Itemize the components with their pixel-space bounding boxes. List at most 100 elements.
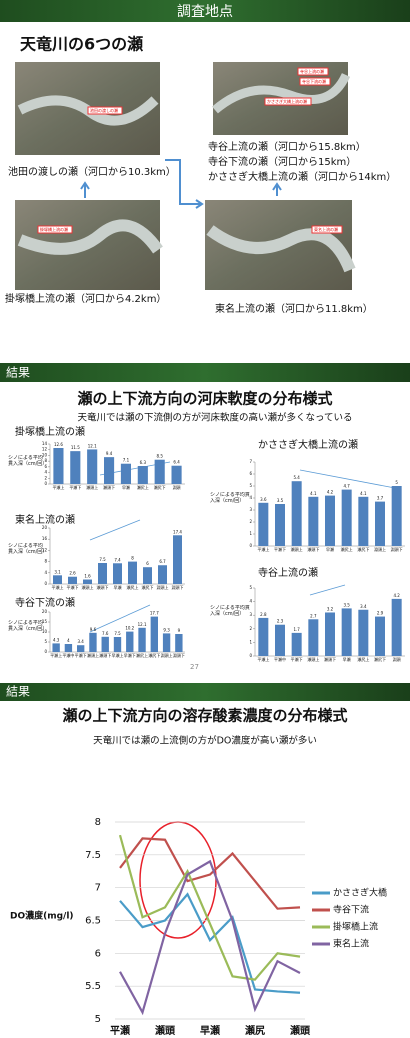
bar [341, 489, 352, 546]
y-tick-label: 16 [42, 536, 48, 541]
bar [158, 565, 167, 584]
bar [68, 576, 77, 584]
data-label: 9.4 [106, 451, 113, 456]
x-tick-label: 平瀬上 [50, 652, 62, 658]
bar [98, 563, 107, 584]
data-label: 7.5 [99, 557, 106, 562]
data-label: 3.2 [327, 606, 334, 611]
x-tick-label: 瀬頭上 [307, 656, 319, 662]
caption: 池田の渡しの瀬（河口から10.3km） [8, 165, 176, 178]
x-tick-label: 早瀬上 [112, 652, 124, 658]
bar [341, 608, 352, 656]
y-tick-label: 12 [42, 447, 48, 452]
line [119, 859, 301, 1016]
bar [52, 643, 60, 652]
y-tick-label: 4 [249, 599, 252, 604]
x-tick-label: 平瀬上 [257, 656, 269, 662]
y-axis-label: シノによる平均貫入深（cm/回） [8, 455, 46, 467]
data-label: 4.7 [343, 484, 350, 489]
y-axis-label: シノによる平均貫入深（cm/回） [210, 605, 250, 617]
data-label: 1.6 [84, 574, 91, 579]
y-tick-label: 0 [249, 543, 252, 548]
data-label: 6.3 [140, 460, 147, 465]
title: 瀬の上下流方向の溶存酸素濃度の分布様式 [62, 707, 347, 725]
photo-labels: 池田の渡しの瀬 掛塚橋上流の瀬 寺谷上流の瀬 寺谷下流の瀬 かささぎ大橋上流の瀬… [37, 67, 343, 234]
line [119, 837, 301, 910]
y-tick-label: 5.5 [85, 981, 101, 992]
legend-label: かささぎ大橋 [333, 887, 387, 899]
data-label: 3.1 [54, 569, 61, 574]
x-tick-label: 瀬尻上 [136, 652, 148, 658]
data-label: 2.7 [310, 613, 317, 618]
photo-label: 池田の渡しの瀬 [90, 107, 118, 113]
data-label: 6.4 [173, 460, 180, 465]
bar [175, 634, 183, 652]
data-label: 7.4 [114, 557, 121, 562]
x-tick-label: 平瀬 [110, 1024, 130, 1037]
bar [53, 575, 62, 584]
x-tick-label: 平瀬中 [274, 656, 286, 662]
y-tick-label: 5 [95, 1014, 101, 1025]
data-label: 9.3 [163, 627, 170, 632]
x-tick-label: 平瀬下 [67, 584, 79, 590]
y-tick-label: 7.5 [85, 850, 101, 861]
y-axis-label: シノによる平均貫入深（cm/回） [8, 620, 46, 632]
caption: 東名上流の瀬（河口から11.8km） [215, 302, 373, 315]
bar [154, 459, 165, 484]
y-tick-label: 5 [249, 585, 252, 590]
y-tick-label: 7 [95, 883, 101, 894]
chart-title: 東名上流の瀬 [15, 513, 75, 526]
x-tick-label: 早瀬 [326, 546, 334, 552]
x-tick-label: 淵頭下 [172, 584, 184, 590]
y-tick-label: 6 [44, 464, 47, 469]
x-tick-label: 瀬頭下 [103, 484, 115, 490]
data-label: 6 [146, 561, 149, 566]
y-tick-label: 4 [249, 495, 252, 500]
data-label: 8.5 [157, 454, 164, 459]
data-label: 6.7 [159, 559, 166, 564]
title: 瀬の上下流方向の河床軟度の分布様式 [77, 390, 332, 408]
bar [375, 501, 385, 546]
bar [87, 449, 98, 484]
data-label: 1.7 [293, 627, 300, 632]
title: 天竜川の6つの瀬 [20, 35, 143, 54]
bar [89, 632, 97, 652]
line [118, 834, 301, 981]
y-tick-label: 3 [249, 612, 252, 617]
legend-label: 寺谷下流 [333, 904, 369, 916]
x-tick-label: 瀬尻下 [154, 484, 166, 490]
photo-label: 掛塚橋上流の瀬 [40, 226, 68, 232]
y-tick-label: 2 [249, 626, 252, 631]
bar [258, 502, 269, 546]
legend-label: 掛塚橋上流 [333, 921, 378, 933]
line [119, 892, 301, 994]
data-label: 4 [67, 638, 70, 643]
x-tick-label: 平瀬下 [69, 484, 81, 490]
data-label: 4.1 [310, 491, 317, 496]
data-label: 5 [395, 480, 398, 485]
chart-title: 寺谷下流の瀬 [15, 596, 75, 609]
bar [126, 631, 134, 652]
data-label: 4.1 [360, 491, 367, 496]
y-tick-label: 15 [42, 619, 48, 624]
x-tick-label: 瀬頭 [155, 1024, 176, 1037]
y-tick-label: 3 [249, 507, 252, 512]
data-label: 11.5 [71, 445, 80, 450]
data-label: 3.7 [377, 496, 384, 501]
x-tick-label: 瀬尻下 [374, 656, 386, 662]
x-tick-label: 早瀬下 [124, 652, 136, 658]
y-tick-label: 0 [44, 481, 47, 486]
y-axis-label: シノによる平均貫入深（cm/回） [8, 543, 46, 555]
x-tick-label: 淵頭上 [157, 584, 169, 590]
subtitle: 天竜川では瀬の下流側の方が河床軟度の高い瀬が多くなっている [77, 412, 352, 424]
x-tick-label: 平瀬下 [75, 652, 87, 658]
x-tick-label: 早瀬 [114, 584, 122, 590]
header-bar [0, 683, 410, 701]
x-tick-label: 瀬尻下 [148, 652, 160, 658]
x-tick-label: 瀬尻上 [357, 656, 369, 662]
y-axis-label: シノによる平均貫入深（cm/回） [8, 543, 46, 555]
bar [77, 645, 85, 652]
data-label: 9 [178, 628, 181, 633]
x-tick-label: 平瀬中 [62, 652, 74, 658]
